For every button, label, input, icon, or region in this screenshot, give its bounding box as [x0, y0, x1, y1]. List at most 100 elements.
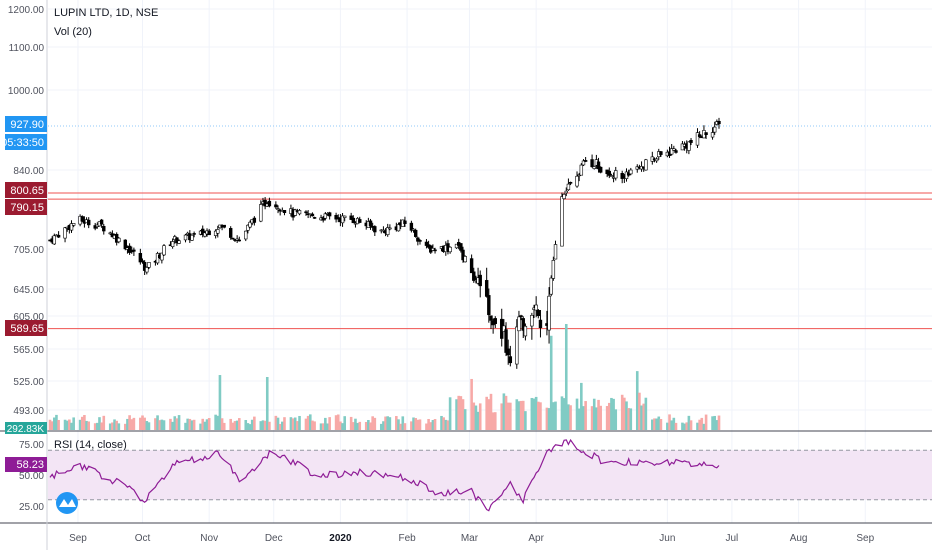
candle-body: [519, 315, 523, 317]
candle-body: [424, 241, 429, 246]
volume-bar: [590, 406, 594, 430]
volume-bar: [470, 378, 473, 430]
candle-body: [704, 132, 708, 136]
volume-bar: [265, 377, 269, 430]
volume-bar: [659, 419, 663, 430]
volume-bar: [248, 424, 252, 430]
volume-bar: [635, 371, 639, 430]
volume-bar: [188, 418, 192, 430]
volume-bar: [713, 415, 716, 430]
candle-body: [71, 223, 76, 226]
candle-body: [521, 318, 525, 331]
volume-bar: [554, 401, 557, 430]
candle-body: [80, 216, 84, 222]
volume-bar: [349, 416, 353, 430]
volume-bar: [171, 421, 174, 430]
volume-bar: [427, 418, 430, 430]
symbol-title[interactable]: LUPIN LTD, 1D, NSE: [54, 7, 158, 19]
candle-body: [140, 260, 145, 263]
volume-bar: [281, 421, 284, 430]
volume-bar: [115, 420, 118, 430]
volume-bar: [328, 417, 331, 430]
candle-body: [644, 159, 648, 171]
candle-body: [411, 228, 416, 231]
volume-bar: [448, 397, 452, 430]
volume-bar: [461, 399, 465, 430]
volume-bar: [549, 335, 553, 430]
volume-bar: [160, 419, 164, 430]
last-price-badge: 927.90: [5, 116, 47, 132]
rsi-legend[interactable]: RSI (14, close): [54, 439, 127, 451]
candle-body: [63, 227, 67, 239]
volume-bar: [418, 419, 422, 430]
volume-bar: [80, 416, 84, 430]
countdown-badge: 05:33:50: [1, 134, 47, 150]
candle-body: [629, 169, 633, 175]
volume-bar: [651, 419, 654, 430]
volume-bar: [102, 415, 106, 430]
volume-bar: [545, 407, 549, 430]
candle-body: [695, 132, 700, 146]
volume-bars: [48, 324, 721, 430]
volume-bar: [476, 411, 480, 430]
volume-bar: [463, 409, 467, 430]
volume-bar: [605, 406, 609, 430]
volume-bar: [70, 422, 73, 430]
volume-bar: [595, 407, 598, 430]
volume-bar: [128, 415, 131, 430]
candle-body: [201, 228, 205, 236]
candle-body: [416, 237, 420, 242]
candle-body: [252, 217, 257, 223]
tradingview-logo-icon[interactable]: [56, 492, 78, 514]
volume-bar: [356, 422, 359, 430]
candle-body: [321, 217, 325, 221]
volume-bar: [478, 403, 482, 430]
candle-body: [413, 229, 418, 237]
candle-body: [669, 148, 674, 155]
time-tick-label: Dec: [265, 533, 283, 544]
volume-bar: [369, 422, 372, 430]
candle-body: [547, 295, 551, 331]
volume-bar: [274, 415, 278, 430]
volume-bar: [373, 417, 377, 430]
volume-bar: [487, 399, 491, 430]
volume-bar: [612, 398, 615, 430]
candle-body: [689, 139, 693, 143]
volume-bar: [229, 418, 232, 430]
candle-body: [598, 166, 603, 173]
candle-body: [674, 150, 678, 153]
volume-bar: [291, 418, 295, 430]
volume-bar: [250, 419, 254, 430]
volume-bar: [117, 423, 121, 430]
candle-body: [297, 210, 302, 215]
volume-bar: [629, 408, 633, 430]
volume-bar: [625, 401, 628, 430]
candle-body: [368, 220, 373, 227]
candle-body: [538, 319, 543, 329]
candle-body: [431, 248, 435, 251]
candle-body: [282, 209, 287, 213]
volume-bar: [175, 418, 179, 430]
volume-bar: [244, 419, 248, 430]
price-tick-label: 493.00: [13, 406, 44, 417]
volume-bar: [96, 422, 99, 430]
volume-bar: [610, 397, 613, 430]
volume-bar: [113, 419, 116, 430]
volume-bar: [352, 422, 355, 430]
volume-value-badge: 292.83K: [5, 422, 47, 435]
volume-bar: [642, 403, 646, 430]
candle-body: [343, 215, 347, 218]
volume-bar: [276, 417, 280, 430]
candle-body: [553, 244, 558, 260]
candle-body: [506, 348, 510, 356]
volume-bar: [235, 420, 239, 430]
volume-bar: [687, 415, 691, 430]
volume-bar: [509, 402, 512, 430]
volume-bar: [216, 415, 220, 430]
volume-bar: [259, 421, 263, 430]
candle-body: [203, 232, 207, 237]
volume-bar: [575, 398, 579, 430]
level-lines: [48, 125, 932, 330]
volume-legend[interactable]: Vol (20): [54, 26, 92, 38]
